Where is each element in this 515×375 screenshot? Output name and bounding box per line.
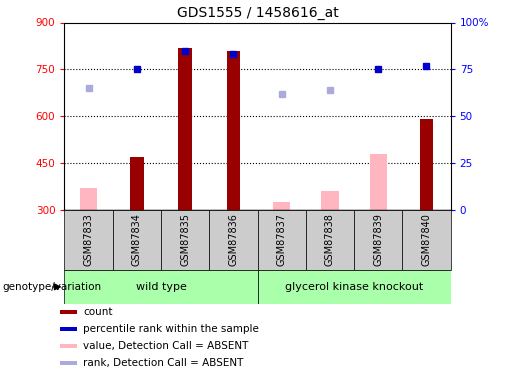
Title: GDS1555 / 1458616_at: GDS1555 / 1458616_at xyxy=(177,6,338,20)
Text: GSM87840: GSM87840 xyxy=(421,213,432,266)
Bar xyxy=(321,191,339,210)
Bar xyxy=(60,327,77,331)
Bar xyxy=(420,119,433,210)
Text: GSM87833: GSM87833 xyxy=(83,213,94,266)
Bar xyxy=(60,310,77,314)
Bar xyxy=(161,210,209,270)
Bar xyxy=(306,210,354,270)
Bar xyxy=(354,210,402,270)
Text: genotype/variation: genotype/variation xyxy=(3,282,101,292)
Bar xyxy=(402,210,451,270)
Text: GSM87835: GSM87835 xyxy=(180,213,190,267)
Bar xyxy=(60,361,77,365)
Text: GSM87837: GSM87837 xyxy=(277,213,287,267)
Bar xyxy=(369,154,387,210)
Text: GSM87834: GSM87834 xyxy=(132,213,142,266)
Text: glycerol kinase knockout: glycerol kinase knockout xyxy=(285,282,423,292)
Bar xyxy=(258,270,451,304)
Bar xyxy=(209,210,258,270)
Bar xyxy=(258,210,306,270)
Bar xyxy=(60,344,77,348)
Text: GSM87839: GSM87839 xyxy=(373,213,383,266)
Text: rank, Detection Call = ABSENT: rank, Detection Call = ABSENT xyxy=(83,358,244,368)
Text: wild type: wild type xyxy=(135,282,186,292)
Bar xyxy=(64,270,258,304)
Text: percentile rank within the sample: percentile rank within the sample xyxy=(83,324,259,334)
Text: GSM87836: GSM87836 xyxy=(228,213,238,266)
Bar xyxy=(113,210,161,270)
Bar xyxy=(227,51,240,210)
Text: count: count xyxy=(83,307,113,317)
Bar xyxy=(80,188,97,210)
Bar xyxy=(64,210,113,270)
Bar xyxy=(130,157,144,210)
Bar xyxy=(178,48,192,210)
Text: GSM87838: GSM87838 xyxy=(325,213,335,266)
Text: value, Detection Call = ABSENT: value, Detection Call = ABSENT xyxy=(83,341,249,351)
Bar xyxy=(273,202,290,210)
